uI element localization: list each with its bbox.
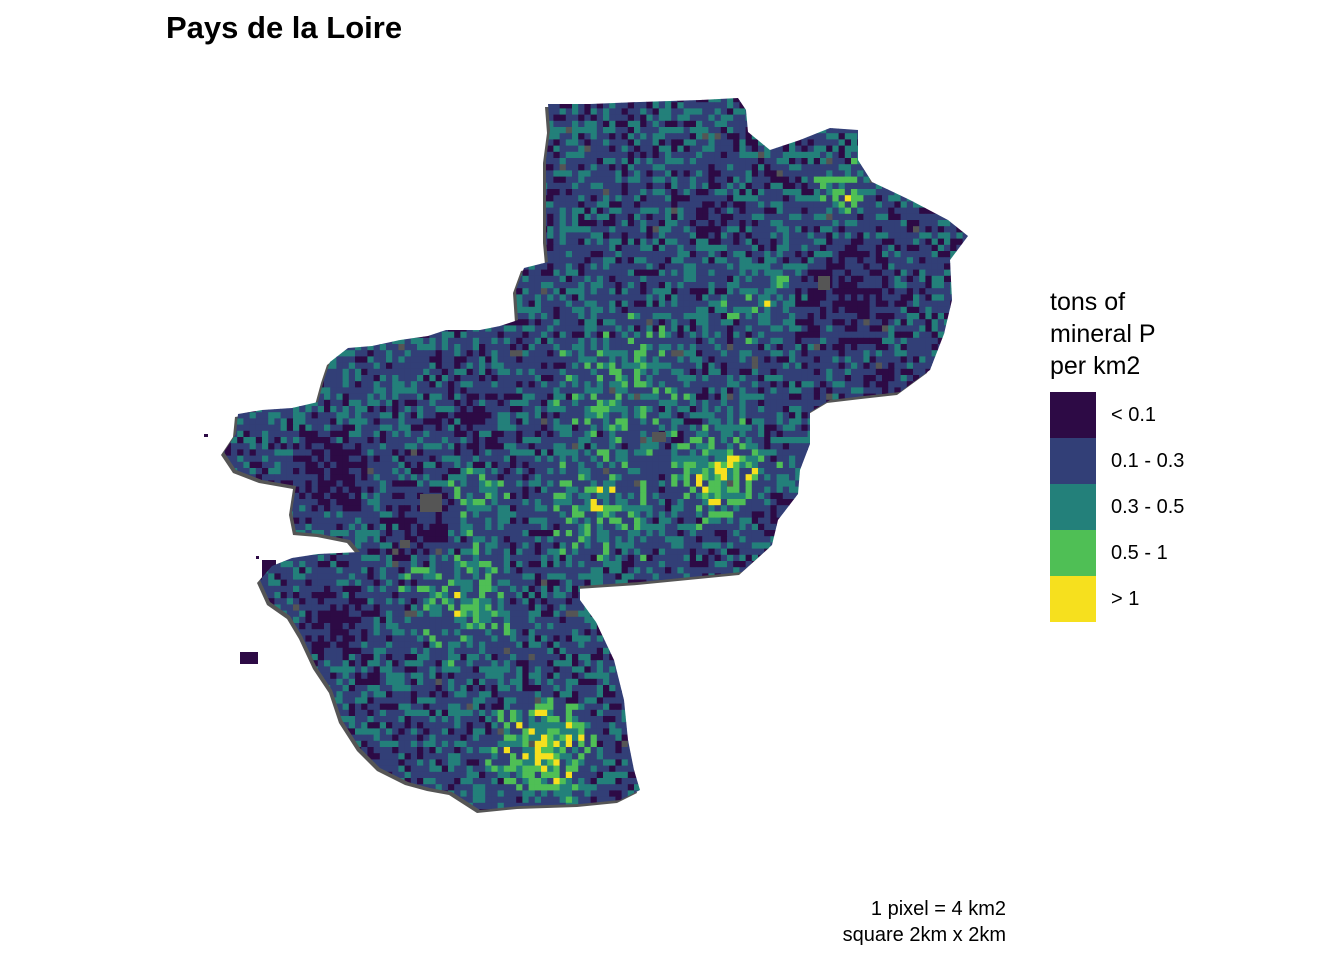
legend-label: 0.5 - 1: [1111, 541, 1168, 564]
no-data-patch: [420, 494, 442, 512]
no-data-patch: [818, 276, 830, 290]
map-title: Pays de la Loire: [166, 10, 403, 45]
legend-swatch: [1050, 576, 1096, 622]
caption-line: 1 pixel = 4 km2: [870, 898, 1006, 920]
legend-title: tons of mineral P per km2: [1050, 286, 1184, 382]
caption-line: square 2km x 2km: [842, 924, 1006, 946]
legend-label: > 1: [1111, 587, 1140, 610]
legend-swatch: [1050, 484, 1096, 530]
legend: tons of mineral P per km2 < 0.1 0.1 - 0.…: [1050, 286, 1184, 622]
scale-caption: 1 pixel = 4 km2 square 2km x 2km: [843, 896, 1006, 948]
legend-item: < 0.1: [1050, 392, 1184, 438]
legend-item: 0.3 - 0.5: [1050, 484, 1184, 530]
legend-swatch: [1050, 438, 1096, 484]
island: [256, 556, 259, 559]
raster-cells: [224, 98, 968, 810]
legend-title-line: mineral P: [1050, 320, 1156, 348]
no-data-patch: [400, 540, 410, 548]
legend-item: 0.1 - 0.3: [1050, 438, 1184, 484]
legend-swatch: [1050, 530, 1096, 576]
legend-swatch: [1050, 392, 1096, 438]
legend-item: 0.5 - 1: [1050, 530, 1184, 576]
legend-title-line: per km2: [1050, 352, 1141, 380]
legend-title-line: tons of: [1050, 288, 1126, 316]
legend-label: 0.1 - 0.3: [1111, 449, 1185, 472]
no-data-patch: [652, 432, 666, 442]
island: [240, 652, 258, 664]
legend-label: < 0.1: [1111, 403, 1157, 426]
island: [204, 434, 208, 437]
legend-item: > 1: [1050, 576, 1184, 622]
legend-label: 0.3 - 0.5: [1111, 495, 1185, 518]
